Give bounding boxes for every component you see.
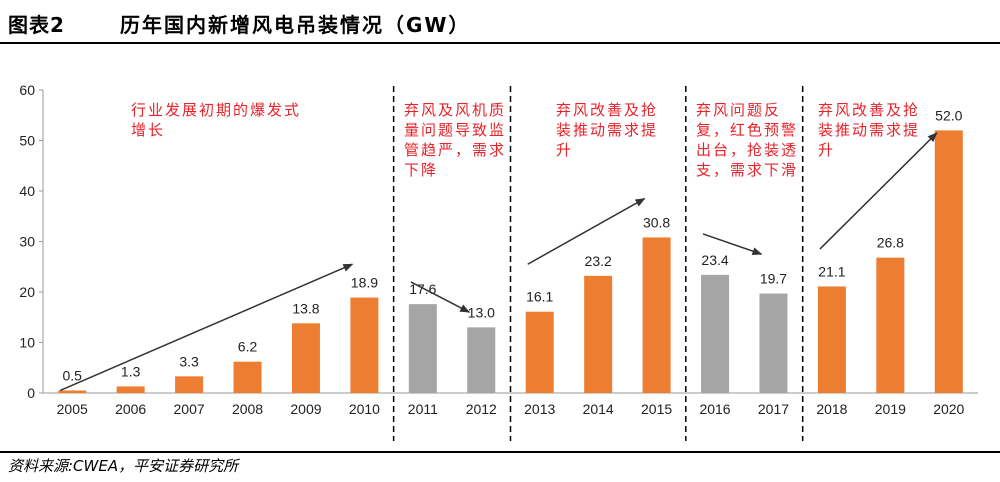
bottom-rule (0, 451, 1000, 453)
y-tick-label: 50 (19, 133, 35, 149)
source-note: 资料来源:CWEA，平安证券研究所 (8, 457, 239, 475)
x-tick-label-2005: 2005 (57, 401, 88, 417)
bar-2019 (876, 257, 905, 393)
value-label-2006: 1.3 (121, 363, 141, 379)
x-tick-label-2012: 2012 (466, 401, 497, 417)
x-tick-label-2016: 2016 (699, 401, 730, 417)
trend-arrow-2 (410, 281, 471, 313)
y-tick-label: 0 (27, 385, 35, 401)
value-label-2009: 13.8 (292, 300, 319, 316)
trend-arrow-4 (702, 233, 763, 255)
bar-2007 (175, 376, 204, 393)
value-label-2012: 13.0 (468, 304, 495, 320)
value-label-2016: 23.4 (701, 252, 728, 268)
annotation-phase4: 弃风问题反复，红色预警出台，抢装透支，需求下滑 (696, 101, 799, 179)
value-label-2017: 19.7 (760, 271, 787, 287)
trend-arrow-3 (527, 197, 646, 265)
x-tick-label-2008: 2008 (232, 401, 263, 417)
bar-2016 (701, 274, 730, 393)
value-label-2015: 30.8 (643, 214, 670, 230)
annotation-phase5: 弃风改善及抢装推动需求提升 (818, 101, 921, 159)
y-tick-label: 10 (19, 335, 35, 351)
annotation-phase1: 行业发展初期的爆发式增长 (131, 101, 302, 139)
trend-arrow-5 (819, 132, 938, 250)
x-tick-label-2013: 2013 (524, 401, 555, 417)
figure-header: 图表2 历年国内新增风电吊装情况（GW） (0, 0, 1000, 44)
bar-2011 (408, 304, 437, 393)
value-label-2014: 23.2 (585, 253, 612, 269)
x-tick-label-2018: 2018 (816, 401, 847, 417)
bar-2018 (817, 286, 846, 393)
x-tick-label-2009: 2009 (290, 401, 321, 417)
figure-label: 图表2 (8, 13, 65, 37)
x-tick-label-2010: 2010 (349, 401, 380, 417)
y-tick-label: 20 (19, 284, 35, 300)
x-tick-label-2017: 2017 (758, 401, 789, 417)
annotation-phase3: 弃风改善及抢装推动需求提升 (556, 101, 659, 159)
value-label-2007: 3.3 (179, 353, 199, 369)
trend-arrow-1 (59, 263, 354, 392)
x-tick-label-2011: 2011 (408, 401, 438, 417)
x-tick-label-2020: 2020 (933, 401, 964, 417)
value-label-2010: 18.9 (351, 275, 378, 291)
bar-2010 (350, 297, 379, 393)
bar-2005 (58, 390, 87, 393)
bar-2008 (233, 361, 262, 393)
value-label-2005: 0.5 (62, 367, 82, 383)
bar-2017 (759, 293, 788, 393)
bar-2020 (934, 130, 963, 393)
x-tick-label-2015: 2015 (641, 401, 672, 417)
value-label-2020: 52.0 (935, 107, 962, 123)
y-tick-label: 40 (19, 183, 35, 199)
value-label-2013: 16.1 (526, 289, 553, 305)
top-rule (0, 42, 1000, 44)
bar-2009 (291, 323, 320, 393)
x-tick-label-2006: 2006 (115, 401, 146, 417)
bar-2015 (642, 237, 671, 393)
bar-2013 (525, 311, 554, 393)
bar-2012 (467, 327, 496, 393)
annotation-phase2: 弃风及风机质量问题导致监管趋严，需求下降 (404, 101, 507, 179)
value-label-2018: 21.1 (818, 263, 845, 279)
y-tick-label: 60 (19, 82, 35, 98)
x-tick-label-2007: 2007 (174, 401, 205, 417)
figure-title: 历年国内新增风电吊装情况（GW） (120, 13, 471, 37)
x-tick-label-2014: 2014 (583, 401, 614, 417)
value-label-2019: 26.8 (877, 235, 904, 251)
bar-2006 (116, 386, 145, 393)
bar-2014 (584, 275, 613, 393)
x-tick-label-2019: 2019 (875, 401, 906, 417)
y-tick-label: 30 (19, 234, 35, 250)
value-label-2008: 6.2 (238, 339, 258, 355)
